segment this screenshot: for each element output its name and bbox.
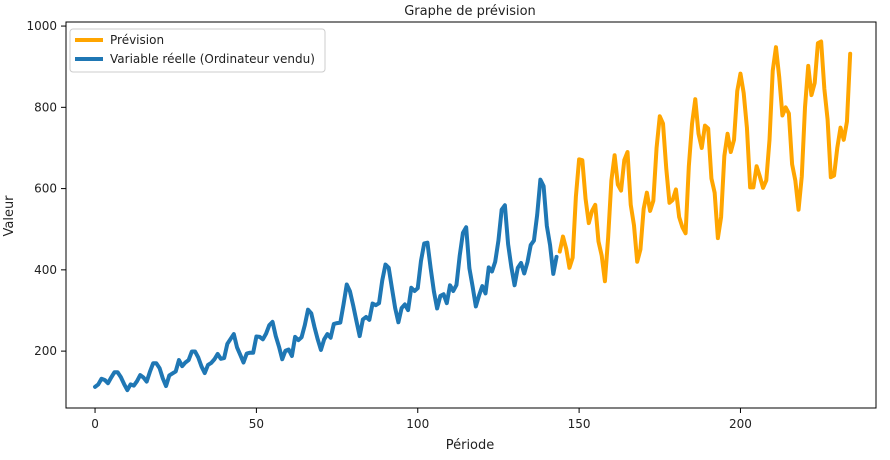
- y-tick-label: 1000: [26, 19, 57, 33]
- plot-area: 0 50 100 150 200 200 400 600 800 1000: [26, 19, 877, 431]
- chart-title: Graphe de prévision: [404, 4, 536, 19]
- y-tick-label: 400: [34, 263, 57, 277]
- x-axis-ticks: 0 50 100 150 200: [91, 408, 752, 431]
- x-tick-label: 0: [91, 417, 99, 431]
- x-tick-label: 150: [568, 417, 591, 431]
- series-layer: [93, 39, 853, 393]
- series-line-forecast: [557, 39, 853, 284]
- plot-frame: [65, 21, 877, 409]
- y-tick-label: 200: [34, 344, 57, 358]
- y-axis-ticks: 200 400 600 800 1000: [26, 19, 66, 358]
- x-tick-label: 100: [406, 417, 429, 431]
- x-tick-label: 200: [729, 417, 752, 431]
- x-axis-label: Période: [446, 438, 495, 453]
- x-tick-label: 50: [249, 417, 264, 431]
- legend-label-forecast: Prévision: [110, 33, 164, 47]
- y-tick-label: 600: [34, 182, 57, 196]
- series-line-actual: [93, 177, 559, 393]
- legend: Prévision Variable réelle (Ordinateur ve…: [69, 28, 326, 73]
- legend-label-actual: Variable réelle (Ordinateur vendu): [110, 52, 315, 66]
- legend-box: [69, 28, 326, 73]
- y-axis-label: Valeur: [2, 195, 17, 237]
- y-tick-label: 800: [34, 100, 57, 114]
